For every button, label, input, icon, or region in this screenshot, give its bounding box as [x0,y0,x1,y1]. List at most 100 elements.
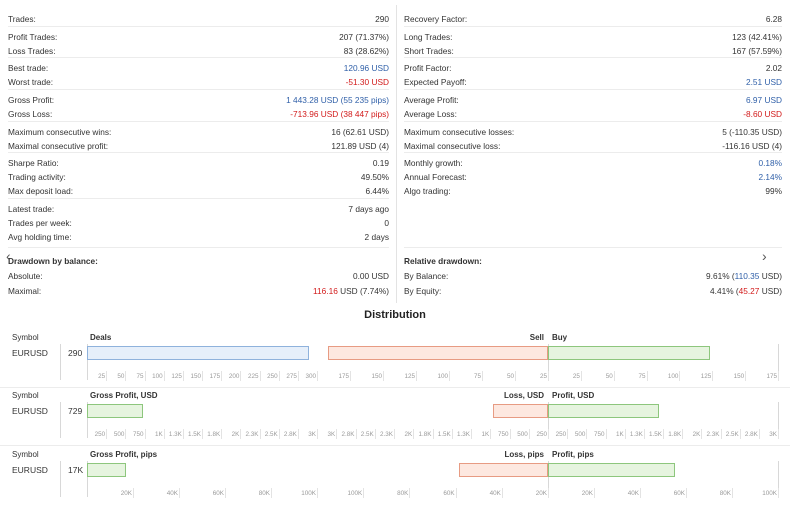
symbol-header: Symbol [12,333,39,342]
tick-label: 50 [117,373,125,380]
tick-label: 1.5K [649,431,662,438]
drawdown-row: By Equity: 4.41% (45.27 USD) [404,285,782,297]
loss-bar [327,346,548,360]
tick-label: 150 [190,373,201,380]
tick-label: 300 [305,373,316,380]
tick-label: 2.5K [725,431,739,438]
stat-row: Algo trading: 99% [404,185,782,197]
tick-mark [701,429,703,439]
stat-label: Recovery Factor: [404,14,468,24]
tick-label: 2K [231,431,240,438]
right-chart-header-right: Buy [552,333,568,342]
symbol-name: EURUSD [12,406,48,416]
stat-label: Trades: [8,14,36,24]
drawdown-label: Maximal: [8,286,42,296]
tick-mark [182,371,184,381]
stat-value: 0.18% [758,158,782,168]
stat-label: Trading activity: [8,172,66,182]
row-divider [8,198,389,199]
stat-value: 120.96 USD [343,63,389,73]
stat-value: 123 (42.41%) [732,32,782,42]
tick-label: 250 [555,431,567,438]
tick-mark [163,371,165,381]
tick-mark [663,429,664,439]
stat-row: Short Trades: 167 (57.59%) [404,45,782,57]
tick-mark [259,371,261,381]
stat-label: Algo trading: [404,186,451,196]
tick-label: 2.8K [744,431,758,438]
stat-value: -116.16 USD (4) [722,141,782,151]
stat-row: Trading activity: 49.50% [8,171,389,183]
tick-mark [374,429,376,439]
tick-label: 25 [98,373,106,380]
stat-label: Monthly growth: [404,158,463,168]
stat-value: 0 [384,218,389,228]
tick-mark [355,429,357,439]
stat-value: 167 (57.59%) [732,46,782,56]
loss-bar [459,463,548,477]
stat-row: Recovery Factor: 6.28 [404,13,782,25]
stat-label: Maximal consecutive profit: [8,141,109,151]
stat-row: Annual Forecast: 2.14% [404,171,782,183]
tick-mark [515,371,516,381]
symbol-header: Symbol [12,391,39,400]
chevron-left-icon[interactable]: ‹ [6,248,11,264]
stat-row: Expected Payoff: 2.51 USD [404,76,782,88]
symbol-name: EURUSD [12,348,48,358]
tick-mark [278,371,280,381]
stat-label: Gross Profit: [8,95,55,105]
chart-axis-line [87,344,88,380]
tick-label: 2.3K [380,431,393,438]
stat-row: Best trade: 120.96 USD [8,62,389,74]
stat-value: 83 (28.62%) [343,46,389,56]
tick-label: 750 [497,431,509,438]
stat-row: Maximum consecutive wins: 16 (62.61 USD) [8,126,389,138]
tick-mark [643,429,645,439]
tick-mark [163,429,165,439]
stat-row: Trades per week: 0 [8,217,389,229]
tick-mark [278,429,280,439]
tick-label: 25 [539,373,547,380]
tick-label: 1.5K [188,431,201,438]
stat-value: 5 (-110.35 USD) [722,127,782,137]
tick-label: 750 [132,431,144,438]
distribution-title: Distribution [364,309,426,321]
stat-label: Trades per week: [8,218,72,228]
tick-label: 500 [574,431,586,438]
tick-label: 50 [605,373,613,380]
stat-value: -713.96 USD (38 447 pips) [290,109,389,119]
tick-label: 80K [397,490,409,497]
tick-label: 2K [404,431,413,438]
left-value-bar [87,346,310,360]
tick-mark [413,429,415,439]
stat-row: Loss Trades: 83 (28.62%) [8,45,389,57]
tick-label: 1K [615,431,624,438]
tick-label: 60K [212,490,224,497]
row-divider [404,26,782,27]
tick-label: 75 [473,373,481,380]
tick-label: 1.8K [418,431,432,438]
stat-value: 290 [375,14,389,24]
row-divider [8,57,389,58]
drawdown-title: Drawdown by balance: [8,256,98,266]
stat-value: -8.60 USD [743,109,782,119]
chart-axis-line [548,461,549,497]
tick-mark [182,429,184,439]
stat-value: 6.28 [765,14,782,24]
stat-value: -51.30 USD [345,77,389,87]
chart-axis-line [548,402,549,438]
tick-label: 1.3K [457,431,470,438]
tick-mark [739,429,741,439]
tick-label: 50 [506,373,514,380]
row-divider [404,247,782,248]
tick-mark [202,371,203,381]
chevron-right-icon[interactable]: › [762,248,767,264]
tick-mark [548,371,549,381]
tick-mark [624,429,626,439]
column-divider [396,5,397,303]
stat-row: Monthly growth: 0.18% [404,157,782,169]
stat-value: 121.89 USD (4) [331,141,389,151]
tick-label: 175 [209,373,221,380]
tick-label: 1.5K [437,431,451,438]
stat-row: Latest trade: 7 days ago [8,203,389,215]
